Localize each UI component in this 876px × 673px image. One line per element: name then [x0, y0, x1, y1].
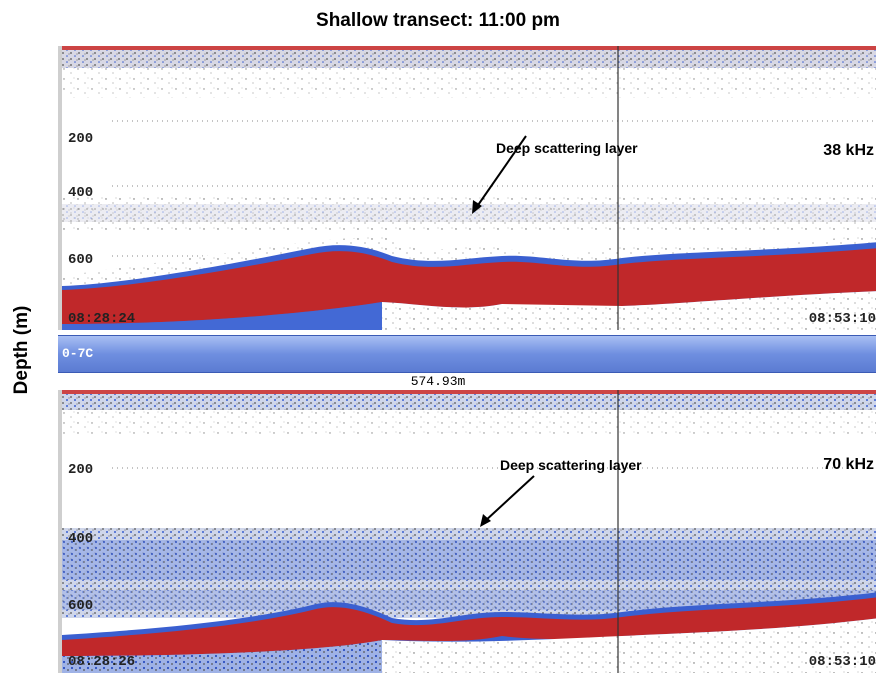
- frequency-label: 38 kHz: [823, 142, 874, 159]
- depth-label-400: 400: [68, 531, 94, 547]
- y-axis-label: Depth (m): [11, 305, 32, 395]
- figure-title: Shallow transect: 11:00 pm: [316, 10, 560, 31]
- echogram-divider-bar[interactable]: 0-7C: [58, 335, 876, 373]
- frequency-label: 70 kHz: [823, 456, 874, 473]
- depth-label-200: 200: [68, 462, 94, 478]
- divider-bar-label: 0-7C: [62, 346, 94, 361]
- timestamp-start: 08:28:26: [68, 654, 136, 670]
- echogram-panel-38khz[interactable]: 200 400 600 08:28:24 08:53:10 38 kHz Dee…: [58, 46, 876, 330]
- timestamp-end: 08:53:10: [808, 311, 876, 327]
- echogram-panel-70khz[interactable]: 200 400 600 08:28:26 08:53:10 70 kHz Dee…: [58, 390, 876, 673]
- timestamp-end: 08:53:10: [808, 654, 876, 670]
- depth-label-600: 600: [68, 252, 94, 268]
- depth-label-400: 400: [68, 185, 94, 201]
- depth-label-600: 600: [68, 598, 94, 614]
- timestamp-start: 08:28:24: [68, 311, 136, 327]
- annotation-deep-scattering-layer: Deep scattering layer: [496, 140, 638, 156]
- range-readout: 574.93m: [410, 374, 466, 389]
- echogram-70khz-canvas: [62, 390, 876, 673]
- depth-label-200: 200: [68, 131, 94, 147]
- annotation-deep-scattering-layer: Deep scattering layer: [500, 457, 642, 473]
- echogram-38khz-canvas: [62, 46, 876, 330]
